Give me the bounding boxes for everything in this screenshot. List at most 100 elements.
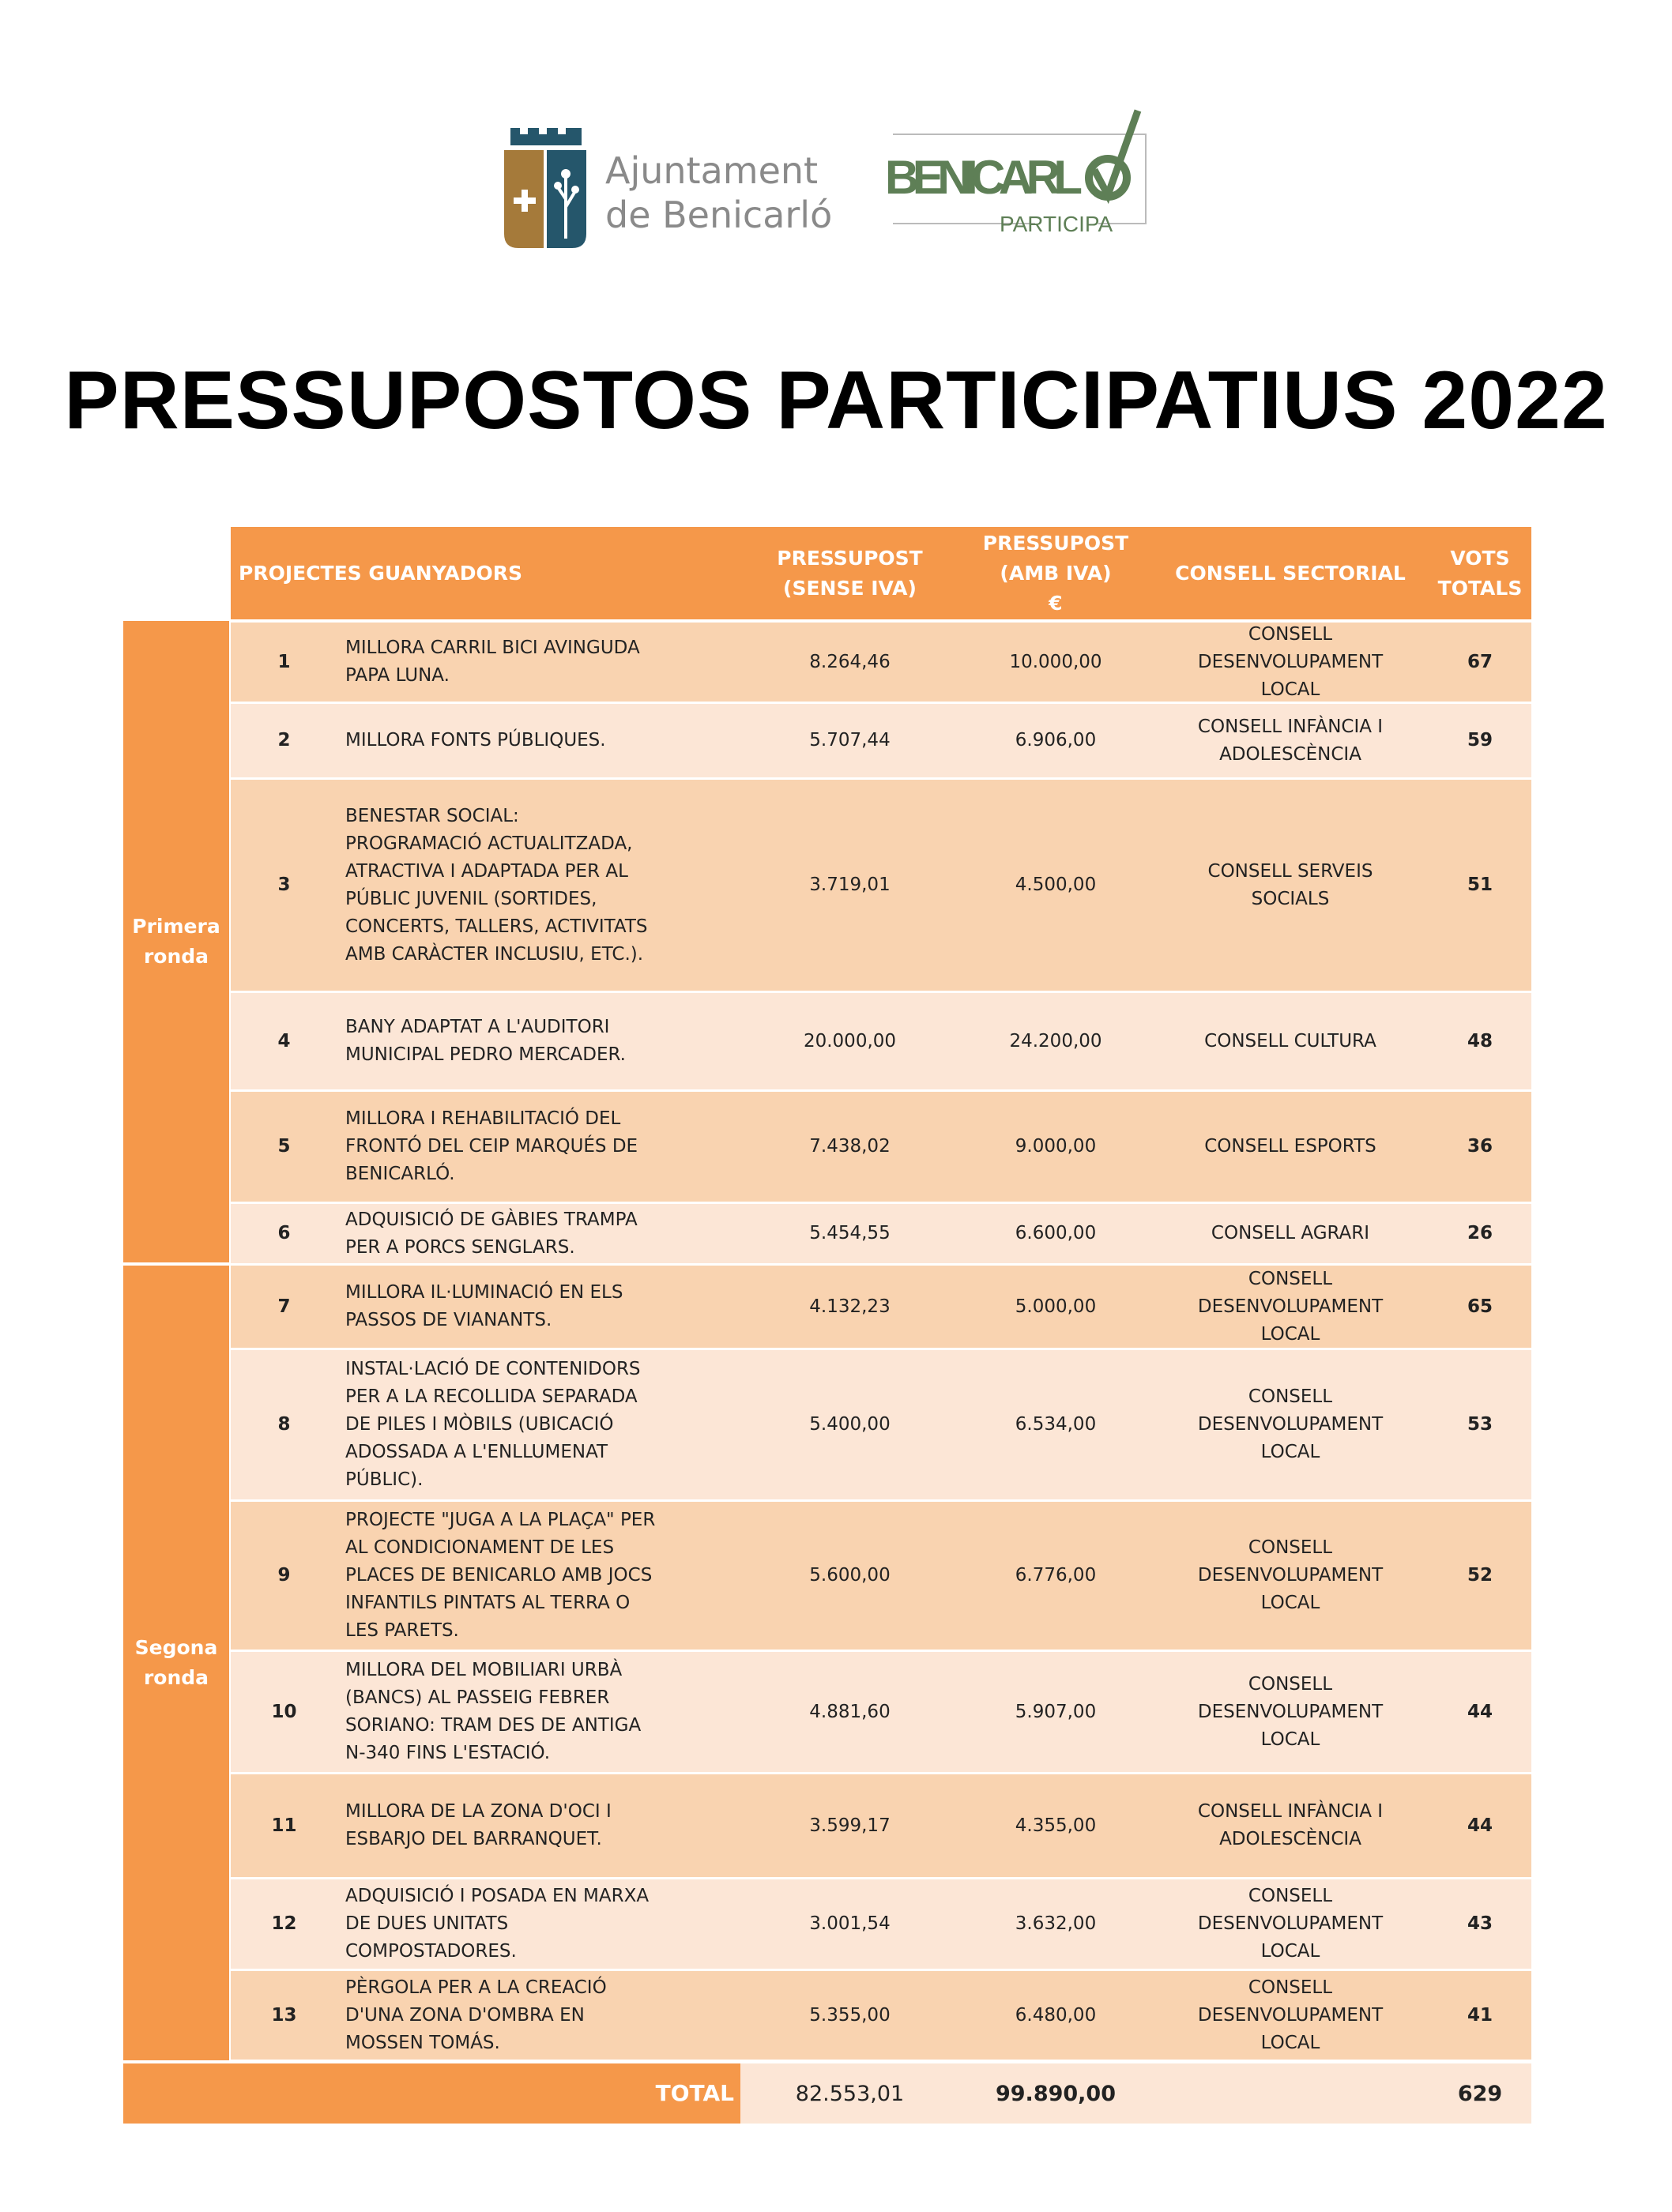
cell-sense-iva: 5.600,00	[809, 1565, 891, 1586]
svg-text:PARTICIPA: PARTICIPA	[1000, 212, 1113, 236]
cell-sense-iva: 3.001,54	[809, 1913, 891, 1934]
cell-vots: 59	[1467, 730, 1493, 750]
total-amb-iva: 99.890,00	[995, 2081, 1117, 2106]
cell-amb-iva: 5.907,00	[1015, 1701, 1097, 1722]
cell-consell: CONSELL DESENVOLUPAMENT LOCAL	[1197, 1386, 1384, 1462]
cell-num: 10	[271, 1701, 297, 1722]
cell-amb-iva: 4.355,00	[1015, 1815, 1097, 1836]
cell-num: 4	[277, 1030, 291, 1051]
svg-text:BENICARL: BENICARL	[885, 151, 1083, 204]
cell-num: 1	[277, 651, 291, 672]
table-row	[231, 1879, 1531, 1969]
cell-num: 3	[277, 875, 291, 895]
cell-project: BANY ADAPTAT A L'AUDITORI MUNICIPAL PEDR…	[345, 1017, 626, 1065]
cell-amb-iva: 6.534,00	[1015, 1414, 1097, 1435]
cell-amb-iva: 6.600,00	[1015, 1223, 1097, 1243]
cell-amb-iva: 4.500,00	[1015, 875, 1097, 895]
cell-amb-iva: 6.906,00	[1015, 730, 1097, 750]
cell-sense-iva: 5.355,00	[809, 2004, 891, 2026]
cell-amb-iva: 6.480,00	[1015, 2004, 1097, 2026]
cell-consell: CONSELL DESENVOLUPAMENT LOCAL	[1197, 1537, 1384, 1613]
cell-consell: CONSELL DESENVOLUPAMENT LOCAL	[1197, 623, 1384, 700]
cell-vots: 43	[1467, 1913, 1493, 1934]
cell-project: MILLORA I REHABILITACIÓ DEL FRONTÓ DEL C…	[345, 1108, 638, 1184]
table-row	[231, 1502, 1531, 1650]
cell-consell: CONSELL INFÀNCIA I ADOLESCÈNCIA	[1197, 716, 1384, 765]
cell-num: 6	[277, 1223, 291, 1243]
total-row-bg	[740, 2063, 1531, 2124]
cell-consell: CONSELL INFÀNCIA I ADOLESCÈNCIA	[1197, 1801, 1384, 1849]
cell-project: MILLORA IL·LUMINACIÓ EN ELS PASSOS DE VI…	[345, 1282, 623, 1330]
cell-amb-iva: 6.776,00	[1015, 1565, 1097, 1586]
cell-project: BENESTAR SOCIAL: PROGRAMACIÓ ACTUALITZAD…	[345, 805, 648, 965]
total-vots: 629	[1457, 2081, 1503, 2106]
cell-vots: 41	[1467, 2004, 1493, 2026]
cell-sense-iva: 20.000,00	[803, 1030, 897, 1051]
cell-consell: CONSELL DESENVOLUPAMENT LOCAL	[1197, 1268, 1384, 1345]
cell-consell: CONSELL ESPORTS	[1204, 1136, 1376, 1157]
cell-consell: CONSELL CULTURA	[1204, 1030, 1376, 1051]
cell-vots: 51	[1467, 875, 1493, 895]
cell-sense-iva: 5.400,00	[809, 1414, 891, 1435]
header-vots: VOTS TOTALS	[1429, 527, 1531, 619]
page-title: PRESSUPOSTOS PARTICIPATIUS 2022	[64, 355, 1608, 446]
header-amb-iva: PRESSUPOST (AMB IVA) €	[959, 527, 1152, 619]
cell-num: 8	[277, 1414, 291, 1435]
cell-consell: CONSELL DESENVOLUPAMENT LOCAL	[1197, 1886, 1384, 1962]
cell-sense-iva: 5.707,44	[809, 730, 891, 750]
cell-consell: CONSELL AGRARI	[1211, 1223, 1370, 1243]
cell-num: 11	[271, 1815, 297, 1836]
cell-amb-iva: 3.632,00	[1015, 1913, 1097, 1934]
cell-amb-iva: 9.000,00	[1015, 1136, 1097, 1157]
cell-vots: 52	[1467, 1565, 1493, 1586]
ajuntament-logo: Ajuntament de Benicarló	[503, 128, 834, 254]
cell-project: MILLORA FONTS PÚBLIQUES.	[345, 730, 606, 750]
cell-vots: 44	[1467, 1815, 1493, 1836]
table-row	[231, 1971, 1531, 2060]
table-row	[231, 1774, 1531, 1877]
cell-consell: CONSELL DESENVOLUPAMENT LOCAL	[1197, 1977, 1384, 2053]
cell-project: PROJECTE "JUGA A LA PLAÇA" PER AL CONDIC…	[345, 1510, 656, 1641]
header-consell: CONSELL SECTORIAL	[1152, 527, 1429, 619]
cell-sense-iva: 5.454,55	[809, 1223, 891, 1243]
cell-vots: 65	[1467, 1296, 1493, 1317]
cell-sense-iva: 7.438,02	[809, 1136, 891, 1157]
cell-amb-iva: 24.200,00	[1009, 1030, 1102, 1051]
cell-num: 13	[271, 2004, 297, 2026]
cell-consell: CONSELL SERVEIS SOCIALS	[1207, 860, 1373, 909]
cell-vots: 26	[1467, 1223, 1493, 1243]
cell-project: MILLORA CARRIL BICI AVINGUDA PAPA LUNA.	[345, 638, 640, 686]
cell-vots: 44	[1467, 1701, 1493, 1722]
cell-project: MILLORA DE LA ZONA D'OCI I ESBARJO DEL B…	[345, 1801, 612, 1849]
table-row	[231, 1092, 1531, 1202]
group-segona-ronda: Segona ronda	[123, 1266, 229, 2060]
cell-sense-iva: 3.719,01	[809, 875, 891, 895]
cell-sense-iva: 8.264,46	[809, 651, 891, 672]
cell-project: MILLORA DEL MOBILIARI URBÀ (BANCS) AL PA…	[345, 1660, 642, 1763]
cell-project: ADQUISICIÓ DE GÀBIES TRAMPA PER A PORCS …	[345, 1209, 638, 1258]
table-row	[231, 993, 1531, 1089]
cell-sense-iva: 3.599,17	[809, 1815, 891, 1836]
cell-amb-iva: 5.000,00	[1015, 1296, 1097, 1317]
table-row	[231, 1204, 1531, 1263]
cell-num: 9	[277, 1565, 291, 1586]
table-row	[231, 1266, 1531, 1348]
group-primera-ronda: Primera ronda	[123, 621, 229, 1262]
total-sense-iva: 82.553,01	[795, 2081, 905, 2106]
cell-num: 2	[277, 730, 291, 750]
cell-vots: 67	[1467, 651, 1493, 672]
svg-text:Ajuntament: Ajuntament	[605, 149, 818, 192]
table-row	[231, 623, 1531, 702]
benicarlo-participa-logo: BENICARL PARTICIPA	[877, 107, 1154, 241]
cell-num: 12	[271, 1913, 297, 1934]
cell-vots: 53	[1467, 1414, 1493, 1435]
table-row	[231, 1652, 1531, 1772]
svg-text:de Benicarló: de Benicarló	[605, 194, 832, 236]
cell-project: ADQUISICIÓ I POSADA EN MARXA DE DUES UNI…	[345, 1886, 650, 1962]
header-project: PROJECTES GUANYADORS	[231, 527, 740, 619]
total-label: TOTAL	[123, 2063, 740, 2124]
cell-project: INSTAL·LACIÓ DE CONTENIDORS PER A LA REC…	[345, 1359, 641, 1490]
cell-num: 7	[277, 1296, 291, 1317]
header-sense-iva: PRESSUPOST (SENSE IVA)	[740, 527, 959, 619]
cell-vots: 48	[1467, 1030, 1493, 1051]
